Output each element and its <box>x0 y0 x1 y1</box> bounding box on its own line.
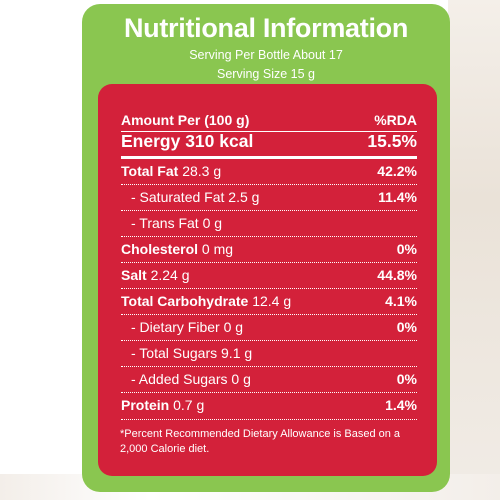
panel-title: Nutritional Information <box>123 13 409 43</box>
energy-row: Energy 310 kcal 15.5% <box>121 131 417 154</box>
nutrition-table: Amount Per (100 g) %RDA Energy 310 kcal … <box>98 84 437 476</box>
header-label: Amount Per (100 g) <box>121 112 250 128</box>
nutrient-amount: 28.3 g <box>182 163 222 179</box>
nutrient-amount: 0.7 g <box>173 397 205 413</box>
nutrient-rda: 1.4% <box>385 397 417 413</box>
nutrient-name: - Added Sugars <box>131 371 228 387</box>
table-row: - Dietary Fiber 0 g 0% <box>121 315 417 337</box>
nutrient-rda: 42.2% <box>377 163 417 179</box>
table-row: Total Carbohydrate 12.4 g 4.1% <box>121 289 417 311</box>
table-row: Protein 0.7 g 1.4% <box>121 393 417 415</box>
divider <box>121 340 417 341</box>
divider <box>121 419 417 420</box>
table-row: Salt 2.24 g 44.8% <box>121 263 417 285</box>
divider <box>121 262 417 263</box>
header-rda: %RDA <box>374 112 417 128</box>
nutrient-rda: 0% <box>396 371 417 387</box>
nutrient-rda: 0% <box>396 241 417 257</box>
nutrient-rda: 44.8% <box>377 267 417 283</box>
thick-divider <box>121 156 417 159</box>
nutrient-amount: 0 mg <box>201 241 234 257</box>
nutrient-name: Total Carbohydrate <box>121 293 249 309</box>
divider <box>121 314 417 315</box>
nutrient-name: - Saturated Fat <box>131 189 225 205</box>
nutrient-amount: 0 g <box>231 371 251 387</box>
nutrient-name: Salt <box>121 267 147 283</box>
nutrient-amount: 12.4 g <box>252 293 292 309</box>
energy-rda: 15.5% <box>367 131 417 151</box>
nutrient-rda: 0% <box>396 319 417 335</box>
background-edge <box>448 0 500 500</box>
divider <box>121 131 417 132</box>
nutrient-rda: 4.1% <box>385 293 417 309</box>
nutrition-panel: Nutritional Information Serving Per Bott… <box>82 4 450 492</box>
nutrient-rda: 11.4% <box>378 189 417 205</box>
footnote: *Percent Recommended Dietary Allowance i… <box>120 428 401 455</box>
divider <box>121 184 417 185</box>
divider <box>121 210 417 211</box>
nutrient-amount: 9.1 g <box>221 345 253 361</box>
table-row: - Saturated Fat 2.5 g 11.4% <box>121 185 417 207</box>
nutrient-amount: 0 g <box>223 319 244 335</box>
nutrient-name: - Trans Fat <box>131 215 199 231</box>
divider <box>121 236 417 237</box>
nutrient-amount: 2.24 g <box>150 267 190 283</box>
nutrient-name: - Dietary Fiber <box>131 319 220 335</box>
table-header: Amount Per (100 g) %RDA <box>121 108 417 130</box>
nutrient-name: Protein <box>121 397 170 413</box>
table-row: Total Fat 28.3 g 42.2% <box>121 159 417 181</box>
table-row: - Total Sugars 9.1 g <box>121 341 417 363</box>
nutrient-amount: 2.5 g <box>228 189 260 205</box>
nutrient-name: - Total Sugars <box>131 345 218 361</box>
table-row: Cholesterol 0 mg 0% <box>121 237 417 259</box>
nutrient-amount: 0 g <box>202 215 223 231</box>
serving-per-bottle: Serving Per Bottle About 17 <box>189 48 343 62</box>
divider <box>121 392 417 393</box>
nutrient-name: Cholesterol <box>121 241 199 257</box>
divider <box>121 288 417 289</box>
divider <box>121 366 417 367</box>
energy-label: Energy 310 kcal <box>121 131 254 151</box>
serving-size: Serving Size 15 g <box>217 67 315 81</box>
table-row: - Added Sugars 0 g 0% <box>121 367 417 389</box>
table-row: - Trans Fat 0 g <box>121 211 417 233</box>
nutrient-name: Total Fat <box>121 163 179 179</box>
